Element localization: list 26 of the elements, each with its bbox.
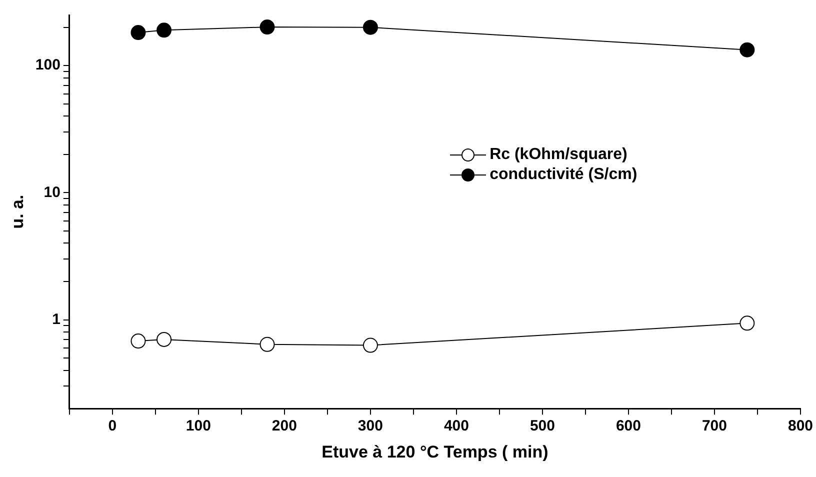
x-tick-label: 200 <box>272 418 297 435</box>
x-tick-label: 600 <box>616 418 641 435</box>
point <box>260 336 275 352</box>
y-tick-label: 100 <box>35 56 60 74</box>
x-tick-label: 800 <box>788 418 813 435</box>
point <box>740 42 755 58</box>
point <box>740 316 755 331</box>
x-tick-label: 500 <box>530 418 555 435</box>
y-tick-label: 1 <box>52 310 60 328</box>
point <box>362 338 378 353</box>
x-tick-label: 700 <box>702 418 727 435</box>
x-tick-label: 0 <box>108 418 117 435</box>
x-tick-label: 400 <box>444 418 469 435</box>
x-axis-title: Etuve à 120 °C Temps ( min) <box>322 442 548 462</box>
legend-label: conductivité (S/cm) <box>490 166 638 184</box>
x-tick-label: 100 <box>186 418 211 435</box>
point <box>362 20 378 35</box>
point <box>260 20 275 35</box>
x-tick-label: 300 <box>358 418 383 435</box>
point <box>156 22 172 38</box>
point <box>130 334 146 349</box>
point <box>156 332 172 347</box>
legend-label: Rc (kOhm/square) <box>490 146 628 164</box>
point <box>130 25 146 40</box>
y-axis-title: u. a. <box>8 194 27 229</box>
y-tick-label: 10 <box>44 184 60 201</box>
